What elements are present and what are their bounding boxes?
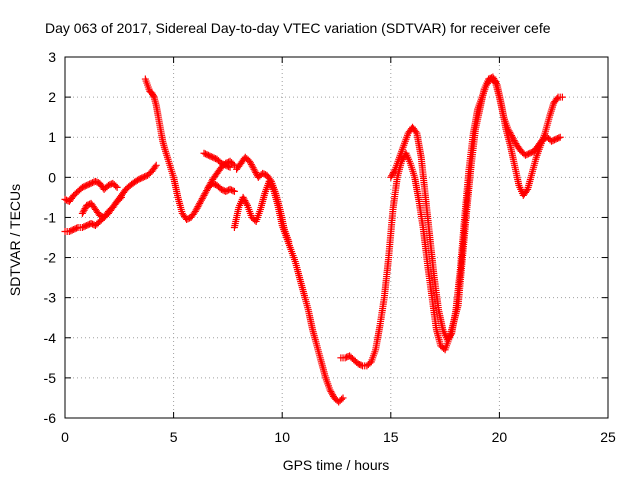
y-tick-label: -3 [44,290,57,306]
x-tick-label: 0 [61,429,69,445]
data-point [243,200,251,208]
data-point [556,133,564,141]
series-trace-b [61,177,121,205]
data-point [152,161,160,169]
data-point [112,182,120,190]
x-tick-label: 25 [600,429,616,445]
data-point [117,193,125,201]
data-point [390,167,398,175]
y-tick-label: -4 [44,330,57,346]
x-tick-label: 15 [383,429,399,445]
series-trace-h [233,153,293,246]
x-tick-label: 5 [170,429,178,445]
data-point [523,187,531,195]
series-trace-j [387,75,564,344]
data-point [412,128,420,136]
data-point [266,176,274,184]
data-point [357,361,365,369]
x-tick-labels: 0 5 10 15 20 25 [61,429,616,445]
data-point [285,238,293,246]
y-tick-label: -5 [44,370,57,386]
y-tick-labels: -6 -5 -4 -3 -2 -1 0 1 2 3 [44,49,57,426]
x-axis-label: GPS time / hours [283,457,390,473]
y-tick-label: -1 [44,209,57,225]
data-point [338,395,346,403]
data-point [229,187,237,195]
data-point [225,163,233,171]
series-trace-f [204,179,238,195]
y-axis-label: SDTVAR / TECUs [7,184,23,296]
plot-area-frame [64,56,609,419]
data-point [151,163,159,171]
grid-lines [65,57,608,418]
series-trace-a [61,161,160,235]
y-tick-label: 2 [48,89,56,105]
chart-title: Day 063 of 2017, Sidereal Day-to-day VTE… [45,20,551,36]
y-tick-label: 3 [48,49,56,65]
data-point [339,394,347,402]
y-tick-label: 0 [48,169,56,185]
x-tick-label: 20 [492,429,508,445]
x-tick-label: 10 [274,429,290,445]
data-point [113,183,121,191]
data-point [553,95,561,103]
series-trace-d [141,75,238,223]
data-point [447,331,455,339]
y-tick-label: -6 [44,410,57,426]
data-point [555,134,563,142]
series-trace-c [78,193,125,221]
axis-ticks [64,56,609,419]
series-trace-g [230,177,347,406]
data-point [149,92,157,100]
data-point [230,187,238,195]
data-point [73,224,81,232]
data-points [61,73,566,406]
y-tick-label: -2 [44,250,57,266]
y-tick-label: 1 [48,129,56,145]
data-point [226,163,234,171]
series-trace-e [200,149,234,171]
series-trace-i [337,73,566,370]
data-point [558,93,566,101]
data-point [116,195,124,203]
